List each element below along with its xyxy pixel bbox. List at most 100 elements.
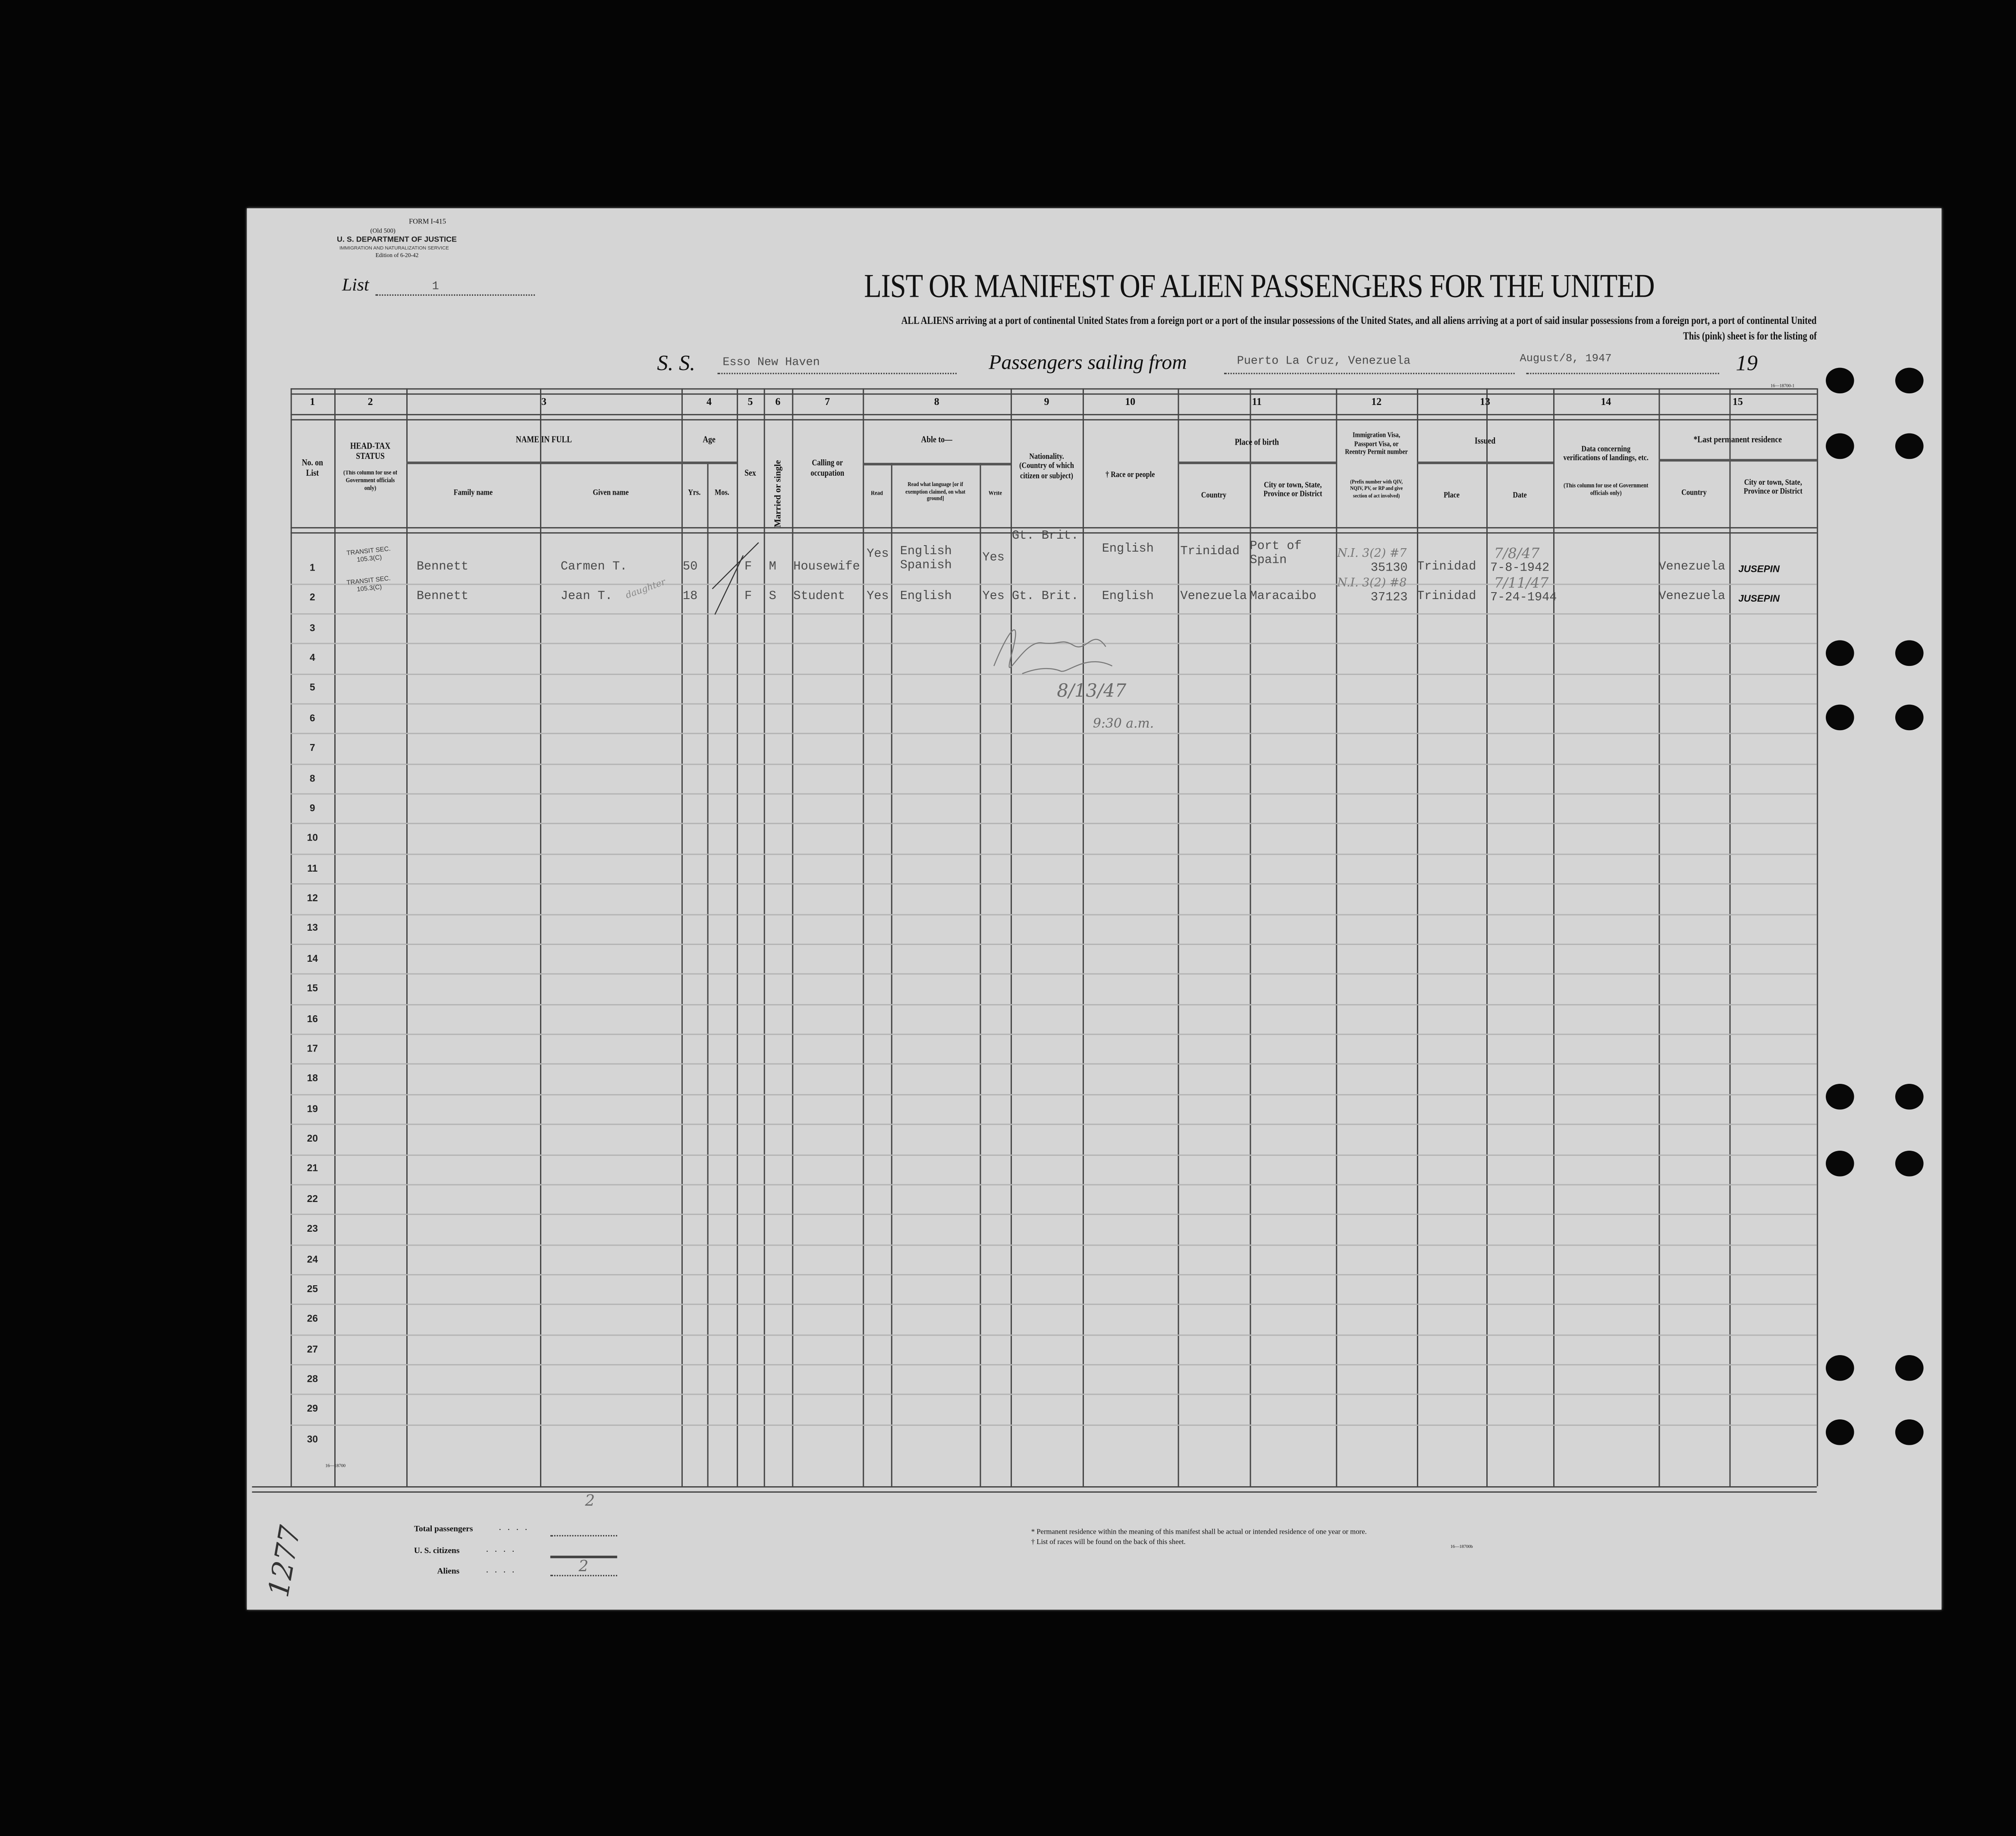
subheader-rule <box>1178 461 1336 464</box>
row-number: 16 <box>307 1012 318 1024</box>
column-divider <box>1486 388 1488 1487</box>
department: U. S. DEPARTMENT OF JUSTICE <box>337 236 457 245</box>
row-rule <box>290 1424 1817 1426</box>
punch-hole <box>1826 1419 1854 1445</box>
row-rule <box>290 1033 1817 1035</box>
cell-visa: 37123 <box>1370 590 1408 605</box>
total-passengers-label: Total passengers <box>414 1525 473 1534</box>
row-rule <box>290 1094 1817 1095</box>
punch-hole <box>1826 1150 1854 1177</box>
row-number: 30 <box>307 1433 318 1445</box>
row-number: 26 <box>307 1313 318 1325</box>
sailing-date: August/8, 1947 <box>1520 352 1612 365</box>
cell-birth-country: Venezuela <box>1180 589 1247 604</box>
row-rule <box>290 1184 1817 1186</box>
column-divider <box>792 388 794 1487</box>
row-number: 20 <box>307 1133 318 1145</box>
row-rule <box>290 853 1817 855</box>
row-rule <box>290 1394 1817 1396</box>
row-number: 29 <box>307 1403 318 1415</box>
punch-hole <box>1895 1419 1924 1445</box>
date-line <box>1526 373 1719 374</box>
row-rule <box>290 643 1817 645</box>
column-number: 15 <box>1732 396 1743 408</box>
cell-nationality: Gt. Brit. <box>1012 589 1079 604</box>
row-rule <box>290 1244 1817 1246</box>
header-read-what: Read what language [or if exemption clai… <box>905 480 966 502</box>
column-number: 7 <box>825 396 830 408</box>
column-number: 9 <box>1044 396 1049 408</box>
row-rule <box>290 613 1817 615</box>
column-divider <box>1250 388 1251 1487</box>
edition: Edition of 6-20-42 <box>375 252 419 259</box>
cell-language: English Spanish <box>900 543 952 572</box>
footnote-races: † List of races will be found on the bac… <box>1031 1539 1186 1547</box>
row-rule <box>290 763 1817 765</box>
header-race: † Race or people <box>1105 471 1155 480</box>
cell-nationality: Gt. Brit. <box>1012 528 1079 543</box>
cell-birth-country: Trinidad <box>1180 543 1240 558</box>
column-divider <box>1817 388 1818 1487</box>
column-divider <box>1417 388 1419 1487</box>
punch-hole <box>1895 367 1924 394</box>
form-code-bottom: 16—18700 <box>325 1463 346 1469</box>
punch-hole <box>1895 1083 1924 1110</box>
column-number-rule <box>290 414 1817 421</box>
column-divider <box>1083 388 1084 1487</box>
cell-family: Bennett <box>416 589 469 604</box>
cell-issued-place: Trinidad <box>1417 559 1476 574</box>
table-bottom-rule <box>252 1486 1817 1493</box>
form-code-top: 16—18700-1 <box>1770 383 1795 389</box>
header-calling: Calling or occupation <box>810 459 845 478</box>
row-rule <box>290 1274 1817 1276</box>
row-rule <box>290 1004 1817 1005</box>
cell-calling: Housewife <box>793 559 860 574</box>
header-res-city: City or town, State, Province or Distric… <box>1743 478 1802 497</box>
row-rule <box>290 973 1817 975</box>
subheader-rule <box>1417 461 1554 464</box>
punch-hole <box>1895 640 1924 666</box>
row-number: 22 <box>307 1193 318 1205</box>
row-number: 6 <box>310 712 315 724</box>
residence-city: JUSEPIN <box>1738 563 1780 575</box>
cell-issued-date: 7-8-1942 <box>1490 560 1550 575</box>
row-number: 4 <box>310 652 315 664</box>
subtitle-2: This (pink) sheet is for the listing of <box>1683 329 1817 342</box>
cell-calling: Student <box>793 589 845 604</box>
ss-label: S. S. <box>657 351 695 376</box>
sailing-label: Passengers sailing from <box>989 352 1187 374</box>
header-given-name: Given name <box>593 488 629 498</box>
subheader-rule <box>681 461 737 464</box>
header-res-country: Country <box>1681 488 1707 498</box>
service: IMMIGRATION AND NATURALIZATION SERVICE <box>339 245 449 251</box>
punch-hole <box>1826 1355 1854 1381</box>
cell-marital: S <box>769 589 776 604</box>
aliens-line <box>550 1575 617 1576</box>
table-top-rule <box>290 388 1817 395</box>
row-rule <box>290 583 1817 584</box>
row-rule <box>290 823 1817 825</box>
row-rule <box>290 883 1817 885</box>
cell-given: Jean T. <box>560 589 612 604</box>
header-place: Place <box>1444 491 1460 500</box>
row-number: 27 <box>307 1343 318 1355</box>
year-label: 19 <box>1736 351 1758 376</box>
row-number: 15 <box>307 982 318 994</box>
inspector-signature <box>993 629 1113 675</box>
port-of-departure: Puerto La Cruz, Venezuela <box>1237 355 1411 368</box>
header-data-concerning: Data concerning verifications of landing… <box>1563 445 1649 464</box>
header-bottom-rule <box>290 527 1817 534</box>
total-line <box>550 1535 617 1537</box>
subheader-rule <box>863 463 1011 466</box>
cell-read: Yes <box>867 589 889 604</box>
cell-visa: 35130 <box>1370 560 1408 575</box>
column-divider <box>406 388 408 1487</box>
cell-birth-city: Maracaibo <box>1250 589 1317 604</box>
cell-read: Yes <box>867 546 889 561</box>
punch-hole <box>1826 1083 1854 1110</box>
column-divider <box>863 388 864 1487</box>
row-rule <box>290 793 1817 795</box>
header-married: Married or single <box>772 460 783 527</box>
column-divider <box>1336 388 1338 1487</box>
